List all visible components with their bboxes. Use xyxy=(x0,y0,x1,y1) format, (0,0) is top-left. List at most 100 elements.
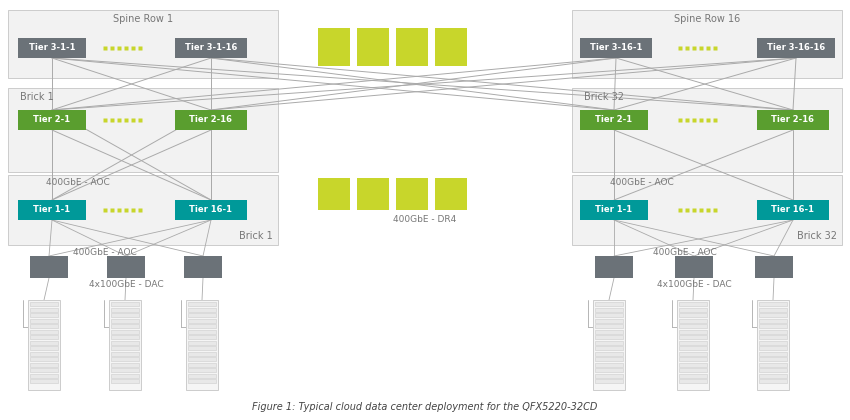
Text: Tier 16-1: Tier 16-1 xyxy=(772,205,814,215)
Bar xyxy=(595,307,623,312)
Bar xyxy=(30,318,58,323)
Bar xyxy=(30,346,58,350)
Bar xyxy=(679,341,707,344)
Bar xyxy=(8,10,278,78)
Bar xyxy=(595,313,623,317)
Bar xyxy=(757,110,829,130)
Bar xyxy=(188,352,216,355)
Text: Brick 1: Brick 1 xyxy=(20,92,54,102)
Bar xyxy=(435,28,467,66)
Bar xyxy=(30,313,58,317)
Bar xyxy=(757,200,829,220)
Bar xyxy=(357,28,389,66)
Bar xyxy=(572,175,842,245)
Bar xyxy=(28,300,60,390)
Bar xyxy=(679,352,707,355)
Text: Tier 3-16-16: Tier 3-16-16 xyxy=(767,44,825,52)
Bar xyxy=(572,10,842,78)
Text: Tier 2-16: Tier 2-16 xyxy=(190,116,233,124)
Bar xyxy=(757,38,835,58)
Bar xyxy=(759,335,787,339)
Bar xyxy=(679,330,707,333)
Text: Brick 32: Brick 32 xyxy=(584,92,624,102)
Bar xyxy=(759,362,787,367)
Bar xyxy=(759,352,787,355)
Bar xyxy=(677,300,709,390)
Bar xyxy=(759,307,787,312)
Bar xyxy=(572,88,842,172)
Bar xyxy=(595,330,623,333)
Bar xyxy=(757,300,789,390)
Bar xyxy=(111,307,139,312)
Bar xyxy=(759,346,787,350)
Bar xyxy=(18,110,86,130)
Bar xyxy=(30,335,58,339)
Bar xyxy=(595,352,623,355)
Bar xyxy=(595,346,623,350)
Bar xyxy=(111,313,139,317)
Text: 400GbE - AOC: 400GbE - AOC xyxy=(46,178,110,187)
Text: Spine Row 1: Spine Row 1 xyxy=(113,14,173,24)
Bar xyxy=(759,357,787,361)
Bar xyxy=(188,379,216,383)
Bar xyxy=(175,110,247,130)
Text: Tier 2-16: Tier 2-16 xyxy=(772,116,814,124)
Bar xyxy=(188,318,216,323)
Bar xyxy=(595,357,623,361)
Bar xyxy=(18,38,86,58)
Bar xyxy=(30,357,58,361)
Bar xyxy=(679,346,707,350)
Bar xyxy=(679,307,707,312)
Text: Brick 1: Brick 1 xyxy=(239,231,273,241)
Text: Brick 32: Brick 32 xyxy=(797,231,837,241)
Bar xyxy=(111,330,139,333)
Bar xyxy=(679,313,707,317)
Bar xyxy=(111,341,139,344)
Bar xyxy=(188,373,216,378)
Bar xyxy=(111,352,139,355)
Bar xyxy=(18,200,86,220)
Bar xyxy=(755,256,793,278)
Bar xyxy=(30,324,58,328)
Bar xyxy=(109,300,141,390)
Bar xyxy=(111,362,139,367)
Text: Tier 1-1: Tier 1-1 xyxy=(33,205,71,215)
Bar xyxy=(580,110,648,130)
Text: 400GbE - DR4: 400GbE - DR4 xyxy=(394,215,456,224)
Text: Tier 1-1: Tier 1-1 xyxy=(596,205,632,215)
Bar xyxy=(30,368,58,372)
Bar xyxy=(759,373,787,378)
Text: 400GbE - AOC: 400GbE - AOC xyxy=(653,248,717,257)
Bar xyxy=(188,307,216,312)
Bar xyxy=(111,368,139,372)
Bar xyxy=(595,324,623,328)
Text: 400GbE - AOC: 400GbE - AOC xyxy=(73,248,137,257)
Bar xyxy=(595,362,623,367)
Text: Tier 3-1-16: Tier 3-1-16 xyxy=(184,44,237,52)
Bar xyxy=(435,178,467,210)
Bar xyxy=(595,379,623,383)
Bar xyxy=(188,324,216,328)
Bar xyxy=(595,335,623,339)
Bar xyxy=(111,335,139,339)
Bar xyxy=(188,341,216,344)
Text: Tier 3-1-1: Tier 3-1-1 xyxy=(29,44,76,52)
Bar xyxy=(595,341,623,344)
Bar xyxy=(111,318,139,323)
Bar xyxy=(188,357,216,361)
Bar xyxy=(30,373,58,378)
Bar xyxy=(759,324,787,328)
Text: Tier 16-1: Tier 16-1 xyxy=(190,205,233,215)
Bar xyxy=(759,341,787,344)
Bar xyxy=(679,362,707,367)
Bar xyxy=(593,300,625,390)
Bar xyxy=(111,357,139,361)
Bar xyxy=(188,362,216,367)
Bar xyxy=(30,341,58,344)
Text: 4x100GbE - DAC: 4x100GbE - DAC xyxy=(88,280,163,289)
Bar xyxy=(188,335,216,339)
Bar xyxy=(30,302,58,306)
Bar xyxy=(595,318,623,323)
Bar xyxy=(175,200,247,220)
Bar xyxy=(759,318,787,323)
